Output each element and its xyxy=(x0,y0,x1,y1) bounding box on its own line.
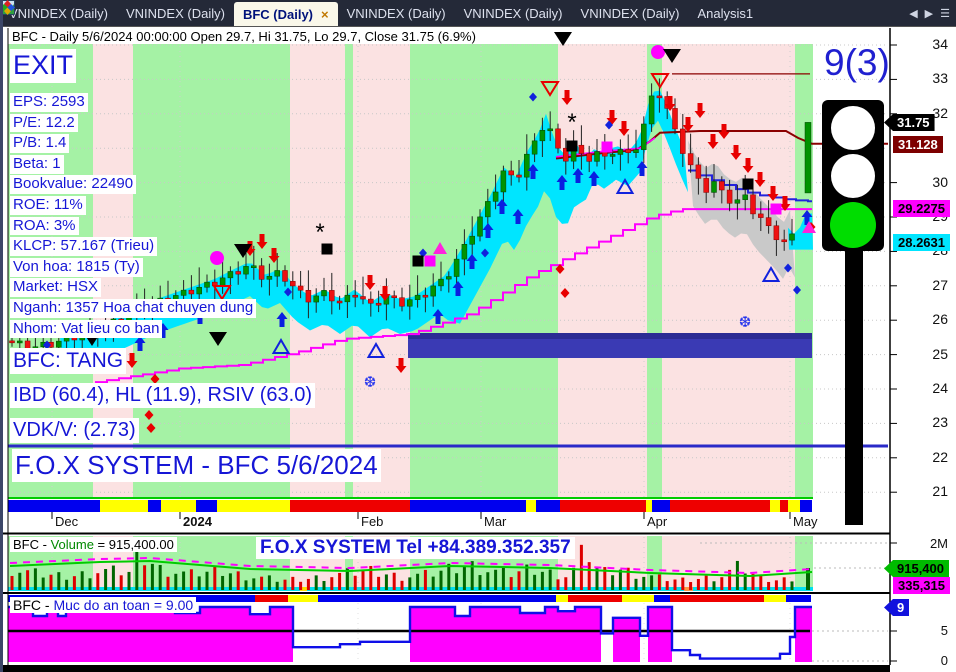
stat-eps: EPS: 2593 xyxy=(10,93,88,112)
vdk-value-label: VDK/V: (2.73) xyxy=(10,418,139,443)
signal-markers: * * ❆ ❆ xyxy=(43,32,816,433)
safety-title: BFC - Muc do an toan = 9.00 xyxy=(10,597,197,613)
tab-vnindex-daily-[interactable]: VNINDEX (Daily) xyxy=(0,0,455,26)
date-label-2024: 2024 xyxy=(183,514,212,529)
price-axis-label: 23 xyxy=(932,414,948,431)
stat-nhom: Nhom: Vat lieu co ban xyxy=(10,319,163,339)
svg-text:❆: ❆ xyxy=(739,313,752,331)
volume-bars xyxy=(8,544,813,591)
price-axis-label: 30 xyxy=(932,173,948,190)
exit-signal-label: EXIT xyxy=(10,49,77,83)
tab-vnindex-daily-[interactable]: VNINDEX (Daily) xyxy=(0,0,689,26)
stat-beta: Beta: 1 xyxy=(10,154,64,174)
volume-title-symbol: BFC - xyxy=(13,537,51,552)
date-label-mar: Mar xyxy=(484,514,507,529)
stat-bookvalue: Bookvalue: 22490 xyxy=(10,175,137,195)
volume-tag-915400: 915,400 xyxy=(884,560,949,577)
stat-von-hoa: Von hoa: 1815 (Ty) xyxy=(10,257,143,277)
tab-label: VNINDEX (Daily) xyxy=(9,5,108,21)
date-label-apr: Apr xyxy=(647,514,668,529)
stat-market: Market: HSX xyxy=(10,278,102,298)
tab-menu-icon[interactable]: ☰ xyxy=(940,7,950,20)
price-axis-label: 34 xyxy=(932,36,948,52)
safety-indicator xyxy=(8,605,812,662)
chart-title: BFC - Daily 5/6/2024 00:00:00 Open 29.7,… xyxy=(9,29,479,44)
tab-label: VNINDEX (Daily) xyxy=(125,5,225,21)
date-label-dec: Dec xyxy=(55,514,79,529)
svg-text:*: * xyxy=(315,219,324,246)
tab-close-icon[interactable]: × xyxy=(321,6,329,22)
price-tag-31-75: 31.75 xyxy=(884,114,935,131)
tab-label: VNINDEX (Daily) xyxy=(463,5,563,21)
price-axis-label: 27 xyxy=(932,276,948,293)
price-axis-label: 25 xyxy=(932,345,948,362)
tab-label: BFC (Daily) xyxy=(242,6,313,22)
gridlines xyxy=(8,44,890,663)
price-tag-29-2275: 29.2275 xyxy=(893,200,950,217)
price-tag-31-128: 31.128 xyxy=(893,136,943,153)
safety-title-text: Muc do an toan = 9.00 xyxy=(53,597,194,613)
tab-scroll-controls: ◀ ▶ ☰ xyxy=(909,7,956,20)
volume-title-value: = 915,400.00 xyxy=(93,537,174,552)
safety-value-tag: 9 xyxy=(884,599,910,616)
tab-scroll-left-icon[interactable]: ◀ xyxy=(909,7,918,20)
axes xyxy=(0,26,956,672)
tab-label: VNINDEX (Daily) xyxy=(346,5,446,21)
date-label-feb: Feb xyxy=(361,514,384,529)
stat-roe: ROE: 11% xyxy=(10,196,86,215)
signal-count-label: 9(3) xyxy=(824,42,890,83)
tab-scroll-right-icon[interactable]: ▶ xyxy=(924,7,934,20)
price-axis-label: 33 xyxy=(932,70,948,87)
price-axis-label: 22 xyxy=(932,448,948,465)
fox-signature-label: F.O.X SYSTEM - BFC 5/6/2024 xyxy=(12,449,381,482)
stat-roa: ROA: 3% xyxy=(10,216,79,236)
price-axis-label: 32 xyxy=(932,104,948,121)
volume-tag-335315: 335,315 xyxy=(893,577,950,594)
stat-p-e: P/E: 12.2 xyxy=(10,113,78,133)
safety-title-symbol: BFC - xyxy=(13,597,54,613)
safety-axis-label: 0 xyxy=(940,653,948,668)
svg-text:*: * xyxy=(567,109,576,136)
tab-bfc-daily-[interactable]: BFC (Daily) × xyxy=(0,0,338,26)
price-axis-label: 21 xyxy=(932,483,948,500)
stat-klcp: KLCP: 57.167 (Trieu) xyxy=(10,237,158,256)
price-tag-28-2631: 28.2631 xyxy=(893,234,950,251)
stat-nganh: Nganh: 1357 Hoa chat chuyen dung xyxy=(10,299,257,318)
tab-vnindex-daily-[interactable]: VNINDEX (Daily) xyxy=(0,0,117,26)
tab-label: VNINDEX (Daily) xyxy=(580,5,680,21)
volume-title-metric: Volume xyxy=(50,537,94,552)
tab-vnindex-daily-[interactable]: VNINDEX (Daily) xyxy=(0,0,572,26)
svg-text:❆: ❆ xyxy=(364,373,377,391)
candlestick-series xyxy=(9,78,812,367)
date-label-may: May xyxy=(793,514,818,529)
support-zone-bar xyxy=(408,333,812,358)
tab-bar: VNINDEX (Daily) VNINDEX (Daily) BFC (Daily… xyxy=(0,0,956,26)
price-axis-label: 26 xyxy=(932,311,948,328)
fox-contact-label: F.O.X SYSTEM Tel +84.389.352.357 xyxy=(256,537,575,559)
stat-p-b: P/B: 1.4 xyxy=(10,134,70,153)
price-axis-label: 24 xyxy=(932,380,948,396)
window-frame-left xyxy=(0,0,3,672)
safety-axis-label: 5 xyxy=(940,623,948,638)
trend-signal-label: BFC: TANG xyxy=(10,348,127,375)
tab-analysis1[interactable]: Analysis1 xyxy=(0,0,763,26)
indicator-values-label: IBD (60.4), HL (11.9), RSIV (63.0) xyxy=(10,383,315,408)
traffic-light-signal xyxy=(822,100,884,525)
volume-title: BFC - Volume = 915,400.00 xyxy=(10,537,177,552)
tab-vnindex-daily-[interactable]: VNINDEX (Daily) xyxy=(0,0,234,26)
volume-axis-2m-label: 2M xyxy=(929,536,948,551)
tab-label: Analysis1 xyxy=(697,5,754,21)
